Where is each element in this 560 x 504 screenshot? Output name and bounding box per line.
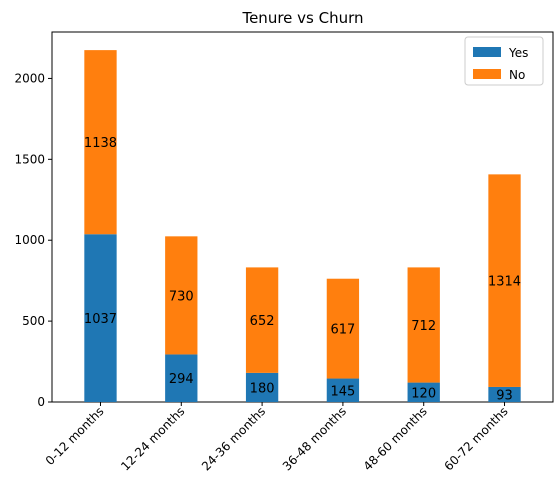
data-label-no-1: 730 (169, 289, 194, 304)
bar-yes-5 (488, 386, 521, 402)
data-label-no-2: 652 (250, 314, 275, 329)
bar-yes-3 (326, 378, 360, 402)
y-tick-label: 0 (37, 395, 45, 409)
bar-no-5 (488, 174, 521, 387)
data-label-no-4: 712 (411, 319, 436, 334)
bar-yes-2 (245, 372, 279, 402)
legend-swatch-yes (473, 47, 501, 57)
y-tick-label: 2000 (14, 71, 45, 85)
x-tick-label: 36-48 months (280, 404, 349, 473)
plot-frame (51, 31, 554, 403)
data-label-yes-2: 180 (250, 381, 275, 396)
x-tick-label: 60-72 months (441, 404, 510, 473)
data-label-no-0: 1138 (84, 136, 117, 151)
data-label-no-3: 617 (330, 323, 355, 338)
data-label-yes-4: 120 (411, 386, 436, 401)
bar-yes-4 (407, 382, 440, 402)
legend-label-yes: Yes (508, 46, 528, 60)
bar-no-2 (245, 267, 279, 373)
bar-no-4 (407, 267, 440, 383)
y-tick-label: 500 (22, 314, 45, 328)
bar-no-0 (84, 50, 117, 235)
x-tick-label: 48-60 months (361, 404, 430, 473)
x-tick-label: 24-36 months (199, 404, 268, 473)
y-tick-label: 1500 (14, 152, 45, 166)
x-tick-label: 12-24 months (118, 404, 187, 473)
x-tick-label: 0-12 months (43, 404, 107, 468)
data-label-no-5: 1314 (488, 275, 521, 290)
legend-label-no: No (509, 68, 525, 82)
data-label-yes-0: 1037 (84, 312, 117, 327)
data-label-yes-5: 93 (496, 388, 513, 403)
bar-no-3 (326, 278, 360, 379)
y-tick-label: 1000 (14, 233, 45, 247)
legend-swatch-no (473, 69, 501, 79)
bar-yes-0 (84, 234, 117, 402)
data-label-yes-3: 145 (330, 384, 355, 399)
data-label-yes-1: 294 (169, 372, 194, 387)
bar-no-1 (165, 236, 198, 355)
chart-title: Tenure vs Churn (241, 9, 363, 27)
bar-yes-1 (165, 354, 198, 402)
